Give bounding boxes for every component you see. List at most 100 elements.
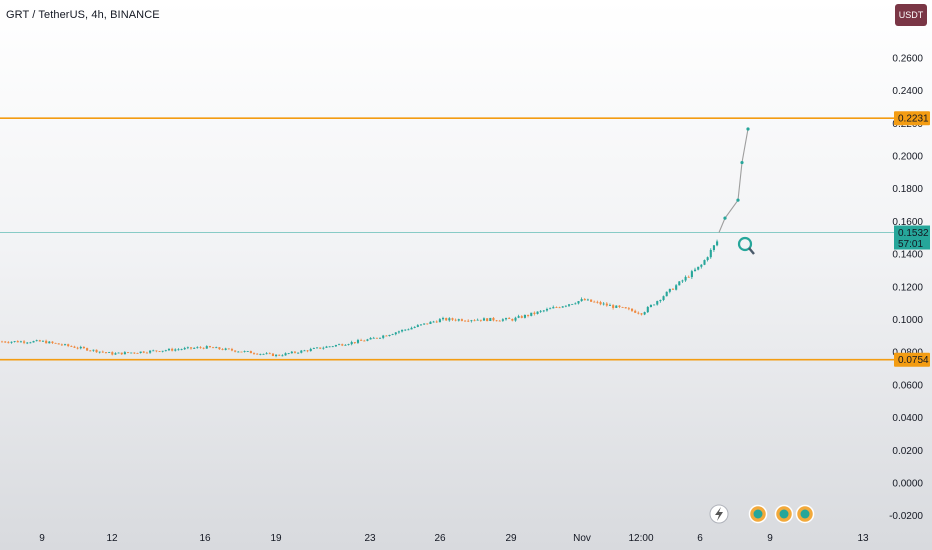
candle-body xyxy=(690,271,693,278)
candle-body xyxy=(675,285,678,290)
candle-body xyxy=(631,308,634,311)
candle-body xyxy=(568,304,571,306)
candle-body xyxy=(319,347,322,349)
y-tick-label: -0.0200 xyxy=(889,511,923,522)
candle-body xyxy=(353,342,356,343)
y-tick-label: 0.2000 xyxy=(892,152,923,163)
candle-body xyxy=(659,299,662,302)
candle-body xyxy=(486,318,489,322)
candle-body xyxy=(145,352,148,354)
price-lines xyxy=(0,117,894,361)
candle-body xyxy=(470,320,473,322)
candle-body xyxy=(312,348,315,349)
candle-body xyxy=(243,351,246,352)
candle-body xyxy=(158,351,161,352)
level-price-label: 0.2231 xyxy=(898,114,929,125)
candle-body xyxy=(649,304,652,307)
candle-body xyxy=(67,344,70,346)
candle-body xyxy=(237,351,240,353)
candle-body xyxy=(38,340,41,342)
candle-body xyxy=(479,319,482,321)
candle-body xyxy=(293,351,297,353)
candle-body xyxy=(571,303,574,305)
candle-body xyxy=(511,318,514,321)
candle-body xyxy=(624,307,627,309)
candle-body xyxy=(76,347,79,349)
candle-body xyxy=(139,351,142,354)
candle-body xyxy=(687,276,690,278)
candle-body xyxy=(149,350,152,353)
candle-body xyxy=(92,349,95,351)
candle-body xyxy=(48,341,51,344)
candle-body xyxy=(388,334,391,336)
candle-body xyxy=(13,341,16,342)
candle-body xyxy=(401,329,404,332)
candle-body xyxy=(646,306,649,313)
candle-body xyxy=(709,249,712,258)
candle-body xyxy=(224,348,227,350)
candle-body xyxy=(558,307,561,309)
candle-body xyxy=(681,280,684,282)
chart-title: GRT / TetherUS, 4h, BINANCE xyxy=(6,9,160,21)
candle-body xyxy=(212,347,215,349)
candle-body xyxy=(98,351,101,353)
candle-body xyxy=(520,316,523,318)
candle-body xyxy=(394,332,397,335)
candle-body xyxy=(114,353,117,355)
candle-body xyxy=(549,308,552,310)
candle-body xyxy=(338,344,341,346)
candle-body xyxy=(300,350,303,353)
projection-line xyxy=(718,128,749,233)
candle-body xyxy=(26,342,29,344)
lightning-glyph xyxy=(715,507,723,521)
candle-body xyxy=(489,317,492,322)
candle-body xyxy=(347,344,350,345)
candle-body xyxy=(152,350,155,352)
candle-body xyxy=(379,337,382,339)
candle-body xyxy=(10,341,13,343)
candle-body xyxy=(246,351,249,352)
candle-body xyxy=(51,341,54,343)
candle-body xyxy=(86,348,89,351)
candle-body xyxy=(183,348,186,350)
candle-body xyxy=(356,340,360,343)
level-price-tag xyxy=(894,111,930,126)
candle-body xyxy=(375,337,378,339)
candle-body xyxy=(552,307,555,309)
candle-body xyxy=(523,314,526,318)
candle-body xyxy=(120,352,123,355)
candle-body xyxy=(438,319,441,323)
candle-body xyxy=(117,352,120,354)
candle-body xyxy=(391,334,394,335)
candle-body xyxy=(186,347,189,349)
candle-body xyxy=(464,320,467,322)
current-price-tag xyxy=(894,225,930,250)
candle-body xyxy=(419,324,423,326)
candle-body xyxy=(208,346,211,348)
candle-body xyxy=(271,353,274,357)
level-price-tag xyxy=(894,352,930,367)
candle-body xyxy=(171,348,174,351)
candle-body xyxy=(108,352,111,353)
y-tick-label: 0.0200 xyxy=(892,446,923,457)
candle-body xyxy=(369,337,372,340)
candle-body xyxy=(454,319,457,321)
candle-body xyxy=(350,342,353,345)
candle-body xyxy=(640,313,643,315)
candle-body xyxy=(385,335,388,337)
candle-body xyxy=(297,352,300,354)
candle-body xyxy=(555,307,558,308)
event-icon-inner xyxy=(779,509,789,519)
candle-body xyxy=(413,326,416,328)
candle-body xyxy=(586,299,589,301)
candle-body xyxy=(174,349,177,351)
currency-button[interactable]: USDT xyxy=(895,4,927,26)
projection-point xyxy=(723,216,727,220)
candle-body xyxy=(136,353,139,354)
candle-body xyxy=(668,288,671,292)
x-tick-label: 16 xyxy=(199,533,211,544)
candle-body xyxy=(82,346,85,349)
candle-body xyxy=(615,305,618,308)
